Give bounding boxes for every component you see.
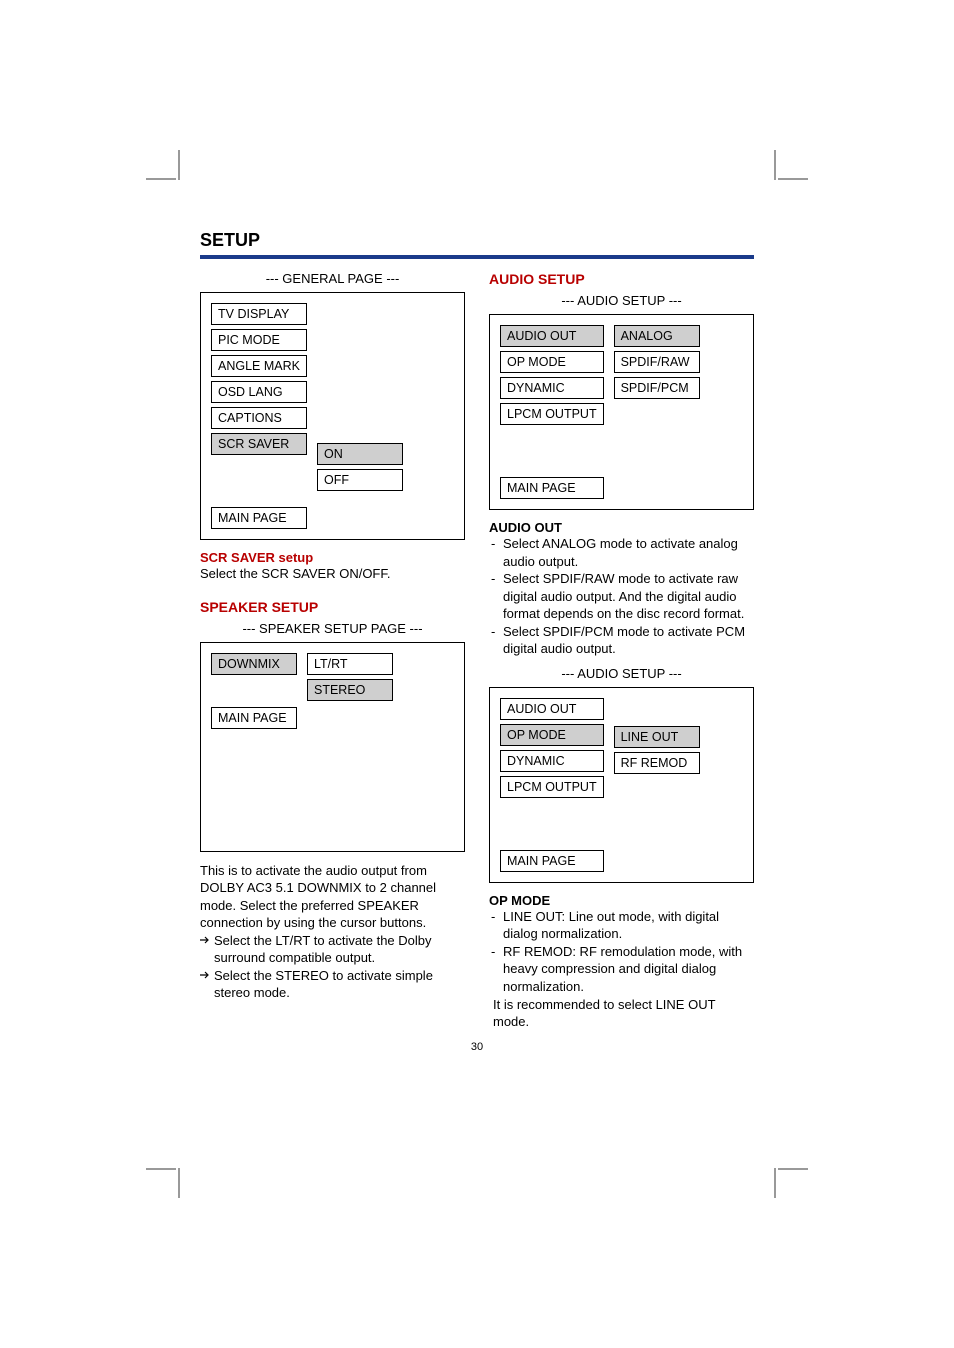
page-title: SETUP [200,230,754,251]
op-mode-note: It is recommended to select LINE OUT mod… [489,996,754,1031]
speaker-menu-box: DOWNMIX MAIN PAGE LT/RT STEREO [200,642,465,852]
menu-option-spdif-pcm: SPDIF/PCM [614,377,700,399]
list-item: Select SPDIF/RAW mode to activate raw di… [489,570,754,623]
speaker-intro: This is to activate the audio output fro… [200,862,465,932]
op-mode-heading: OP MODE [489,893,754,908]
list-item: LINE OUT: Line out mode, with digital di… [489,908,754,943]
crop-mark [778,178,808,180]
bullet-text: Select the STEREO to activate simple ste… [214,968,433,1001]
speaker-bullet: Select the STEREO to activate simple ste… [200,967,465,1002]
general-page-header: --- GENERAL PAGE --- [200,271,465,286]
audio-menu-box-1: AUDIO OUT OP MODE DYNAMIC LPCM OUTPUT MA… [489,314,754,510]
menu-option-spdif-raw: SPDIF/RAW [614,351,700,373]
audio-menu-box-2: AUDIO OUT OP MODE DYNAMIC LPCM OUTPUT MA… [489,687,754,883]
list-item: Select SPDIF/PCM mode to activate PCM di… [489,623,754,658]
menu-item-lpcm-output: LPCM OUTPUT [500,776,604,798]
crop-mark [778,1168,808,1170]
menu-item-angle-mark: ANGLE MARK [211,355,307,377]
menu-option-ltrt: LT/RT [307,653,393,675]
op-mode-bullets: LINE OUT: Line out mode, with digital di… [489,908,754,996]
menu-footer-main-page: MAIN PAGE [500,850,604,872]
crop-mark [178,150,180,180]
menu-option-rf-remod: RF REMOD [614,752,700,774]
page-number: 30 [200,1041,754,1053]
speaker-setup-label: SPEAKER SETUP [200,599,465,615]
menu-footer-main-page: MAIN PAGE [211,507,307,529]
menu-item-op-mode: OP MODE [500,724,604,746]
menu-item-dynamic: DYNAMIC [500,377,604,399]
crop-mark [146,1168,176,1170]
menu-item-tv-display: TV DISPLAY [211,303,307,325]
menu-option-on: ON [317,443,403,465]
right-column: AUDIO SETUP --- AUDIO SETUP --- AUDIO OU… [489,271,754,1031]
menu-item-audio-out: AUDIO OUT [500,698,604,720]
menu-item-captions: CAPTIONS [211,407,307,429]
scr-saver-body: Select the SCR SAVER ON/OFF. [200,565,465,583]
menu-option-line-out: LINE OUT [614,726,700,748]
crop-mark [774,150,776,180]
arrow-icon [200,935,210,945]
menu-item-audio-out: AUDIO OUT [500,325,604,347]
title-rule [200,255,754,259]
scr-saver-heading: SCR SAVER setup [200,550,465,565]
left-column: --- GENERAL PAGE --- TV DISPLAY PIC MODE… [200,271,465,1031]
list-item: RF REMOD: RF remodulation mode, with hea… [489,943,754,996]
speaker-page-header: --- SPEAKER SETUP PAGE --- [200,621,465,636]
menu-option-analog: ANALOG [614,325,700,347]
menu-item-osd-lang: OSD LANG [211,381,307,403]
speaker-bullets: Select the LT/RT to activate the Dolby s… [200,932,465,1002]
audio-setup-label: AUDIO SETUP [489,271,754,287]
menu-item-downmix: DOWNMIX [211,653,297,675]
menu-footer-main-page: MAIN PAGE [211,707,297,729]
speaker-bullet: Select the LT/RT to activate the Dolby s… [200,932,465,967]
menu-footer-main-page: MAIN PAGE [500,477,604,499]
menu-item-lpcm-output: LPCM OUTPUT [500,403,604,425]
bullet-text: Select the LT/RT to activate the Dolby s… [214,933,432,966]
menu-item-op-mode: OP MODE [500,351,604,373]
crop-mark [146,178,176,180]
menu-item-scr-saver: SCR SAVER [211,433,307,455]
menu-option-off: OFF [317,469,403,491]
audio-header-2: --- AUDIO SETUP --- [489,666,754,681]
crop-mark [178,1168,180,1198]
list-item: Select ANALOG mode to activate analog au… [489,535,754,570]
audio-header-1: --- AUDIO SETUP --- [489,293,754,308]
menu-item-dynamic: DYNAMIC [500,750,604,772]
crop-mark [774,1168,776,1198]
menu-option-stereo: STEREO [307,679,393,701]
general-menu-box: TV DISPLAY PIC MODE ANGLE MARK OSD LANG … [200,292,465,540]
audio-out-bullets: Select ANALOG mode to activate analog au… [489,535,754,658]
menu-item-pic-mode: PIC MODE [211,329,307,351]
audio-out-heading: AUDIO OUT [489,520,754,535]
arrow-icon [200,970,210,980]
